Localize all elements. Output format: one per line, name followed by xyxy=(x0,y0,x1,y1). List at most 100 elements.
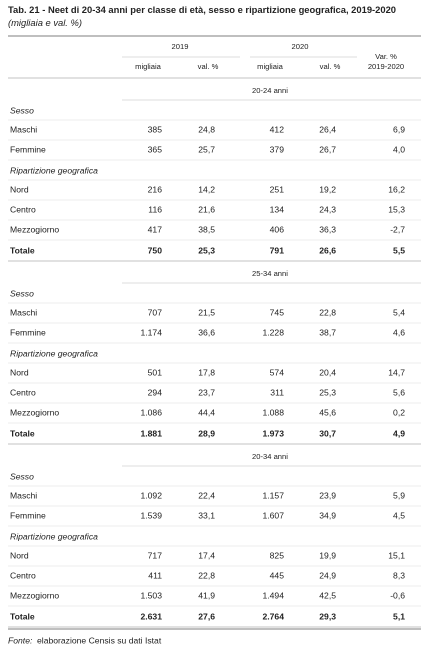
row-label: Maschi xyxy=(10,307,37,317)
var-header: 2019-2020 xyxy=(368,62,404,71)
cell: 26,7 xyxy=(319,144,336,154)
cell: 379 xyxy=(270,144,285,154)
cell: 22,8 xyxy=(319,307,336,317)
cell: 1.494 xyxy=(262,590,284,600)
group-label: Sesso xyxy=(10,471,34,481)
row-label: Nord xyxy=(10,184,29,194)
cell: 23,9 xyxy=(319,490,336,500)
cell: 251 xyxy=(270,184,285,194)
cell: 25,3 xyxy=(198,245,215,255)
cell: 406 xyxy=(270,224,285,234)
cell: 411 xyxy=(148,570,162,580)
cell: 17,8 xyxy=(198,367,215,377)
cell: 5,5 xyxy=(393,245,405,255)
cell: 4,0 xyxy=(393,144,405,154)
cell: 1.157 xyxy=(262,490,284,500)
cell: 14,2 xyxy=(198,184,215,194)
row-label: Mezzogiorno xyxy=(10,590,59,600)
cell: 38,5 xyxy=(198,224,215,234)
cell: 19,9 xyxy=(319,550,336,560)
cell: 717 xyxy=(148,550,163,560)
cell: 41,9 xyxy=(198,590,215,600)
group-label: Ripartizione geografica xyxy=(10,165,98,175)
section-label: 20-24 anni xyxy=(252,86,288,95)
cell: -2,7 xyxy=(390,224,405,234)
cell: 25,3 xyxy=(319,387,336,397)
source-label: Fonte: xyxy=(8,635,33,645)
cell: 750 xyxy=(148,245,163,255)
row-label: Femmine xyxy=(10,327,46,337)
group-label: Ripartizione geografica xyxy=(10,348,98,358)
cell: 1.607 xyxy=(262,510,284,520)
cell: 5,9 xyxy=(393,490,405,500)
row-label: Maschi xyxy=(10,490,37,500)
cell: 33,1 xyxy=(198,510,215,520)
cell: 24,9 xyxy=(319,570,336,580)
cell: 26,6 xyxy=(319,245,336,255)
cell: 134 xyxy=(270,204,285,214)
cell: 42,5 xyxy=(319,590,336,600)
row-label: Mezzogiorno xyxy=(10,407,59,417)
cell: 501 xyxy=(148,367,163,377)
cell: 21,5 xyxy=(198,307,215,317)
cell: 574 xyxy=(270,367,285,377)
section-label: 20-34 anni xyxy=(252,452,288,461)
cell: 294 xyxy=(148,387,163,397)
cell: 34,9 xyxy=(319,510,336,520)
source-text: elaborazione Censis su dati Istat xyxy=(37,635,162,645)
cell: 1.539 xyxy=(140,510,162,520)
row-label: Nord xyxy=(10,550,29,560)
row-label: Totale xyxy=(10,611,35,621)
cell: 1.973 xyxy=(262,428,284,438)
cell: 417 xyxy=(148,224,163,234)
cell: 0,2 xyxy=(393,407,405,417)
cell: 365 xyxy=(148,144,163,154)
cell: 36,3 xyxy=(319,224,336,234)
section-label: 25-34 anni xyxy=(252,269,288,278)
year-header: 2020 xyxy=(292,42,309,51)
cell: 19,2 xyxy=(319,184,336,194)
cell: 14,7 xyxy=(388,367,405,377)
group-label: Ripartizione geografica xyxy=(10,531,98,541)
cell: 116 xyxy=(148,204,162,214)
cell: 385 xyxy=(148,124,163,134)
cell: 5,1 xyxy=(393,611,405,621)
cell: 20,4 xyxy=(319,367,336,377)
cell: 24,8 xyxy=(198,124,215,134)
cell: 1.228 xyxy=(262,327,284,337)
cell: 17,4 xyxy=(198,550,215,560)
cell: -0,6 xyxy=(390,590,405,600)
cell: 791 xyxy=(270,245,285,255)
cell: 5,6 xyxy=(393,387,405,397)
cell: 1.086 xyxy=(140,407,162,417)
subcolumn-header: val. % xyxy=(320,62,341,71)
cell: 445 xyxy=(270,570,285,580)
subcolumn-header: migliaia xyxy=(135,62,162,71)
cell: 22,8 xyxy=(198,570,215,580)
var-header: Var. % xyxy=(375,52,397,61)
group-label: Sesso xyxy=(10,105,34,115)
cell: 6,9 xyxy=(393,124,405,134)
title: Tab. 21 - Neet di 20-34 anni per classe … xyxy=(8,4,397,15)
cell: 44,4 xyxy=(198,407,215,417)
group-label: Sesso xyxy=(10,288,34,298)
cell: 45,6 xyxy=(319,407,336,417)
cell: 1.088 xyxy=(262,407,284,417)
cell: 412 xyxy=(270,124,285,134)
row-label: Femmine xyxy=(10,144,46,154)
cell: 745 xyxy=(270,307,285,317)
cell: 1.881 xyxy=(140,428,162,438)
row-label: Nord xyxy=(10,367,29,377)
cell: 707 xyxy=(148,307,163,317)
table-title: Tab. 21 - Neet di 20-34 anni per classe … xyxy=(8,3,418,29)
cell: 23,7 xyxy=(198,387,215,397)
cell: 2.631 xyxy=(140,611,162,621)
row-label: Femmine xyxy=(10,510,46,520)
row-label: Totale xyxy=(10,428,35,438)
cell: 30,7 xyxy=(319,428,336,438)
cell: 27,6 xyxy=(198,611,215,621)
row-label: Mezzogiorno xyxy=(10,224,59,234)
cell: 4,9 xyxy=(393,428,405,438)
